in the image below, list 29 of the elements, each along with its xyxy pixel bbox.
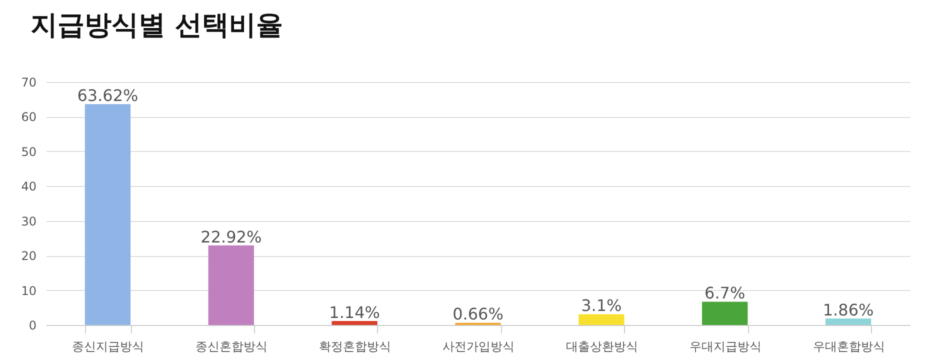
chart-title: 지급방식별 선택비율 (30, 10, 284, 41)
y-tick-label: 50 (21, 144, 36, 159)
data-label: 6.7% (704, 284, 746, 303)
bar (825, 318, 872, 325)
bar (84, 104, 131, 325)
data-label: 1.14% (329, 303, 380, 322)
bar (332, 321, 378, 325)
y-tick-label: 30 (21, 214, 36, 228)
bar (702, 302, 748, 325)
x-tick-label: 사전가입방식 (442, 340, 514, 354)
y-tick-label: 0 (28, 318, 36, 332)
x-tick-label: 종신혼합방식 (196, 340, 268, 354)
data-label: 22.92% (200, 227, 262, 246)
data-label: 1.86% (822, 300, 874, 320)
x-tick-label: 확정혼합방식 (319, 340, 392, 354)
y-tick-label: 10 (21, 284, 36, 298)
y-tick-label: 20 (21, 249, 36, 264)
data-label: 3.1% (581, 296, 622, 316)
bar (208, 245, 254, 325)
bar (578, 314, 624, 325)
y-tick-label: 60 (21, 110, 36, 124)
x-tick-label: 종신지급방식 (72, 340, 144, 354)
x-tick-label: 대출상환방식 (566, 340, 638, 354)
y-tick-label: 70 (21, 76, 36, 90)
x-tick-label: 우대지급방식 (689, 340, 762, 354)
data-label: 63.62% (77, 86, 138, 106)
y-tick-label: 40 (21, 180, 36, 194)
data-label: 0.66% (452, 304, 504, 324)
x-tick-label: 우대혼합방식 (812, 340, 885, 354)
